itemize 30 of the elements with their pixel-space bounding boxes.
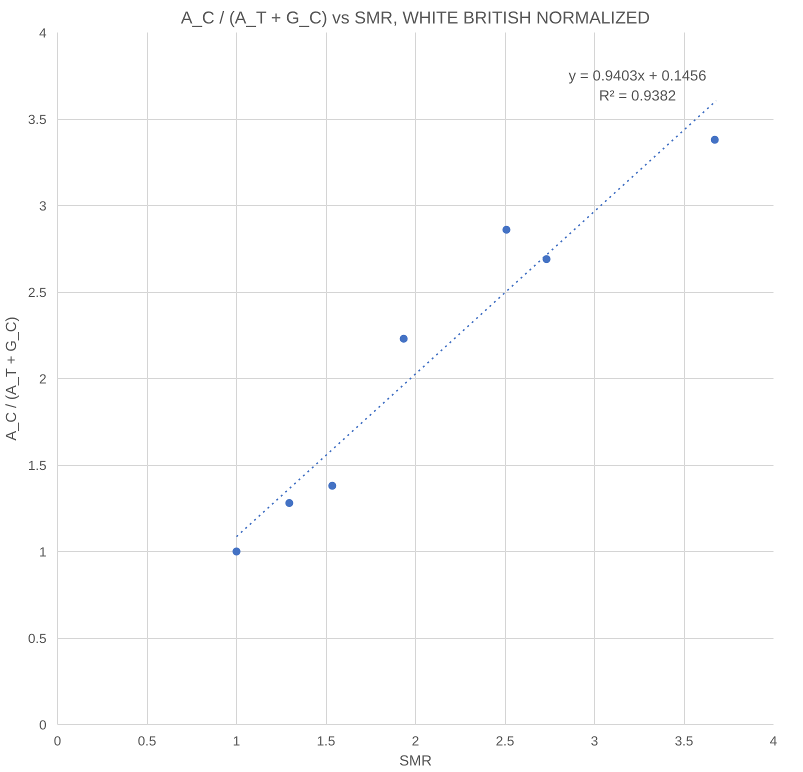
y-axis-title: A_C / (A_T + G_C) — [4, 316, 20, 441]
point — [542, 255, 551, 264]
x-tick-label: 2 — [412, 734, 420, 748]
x-tick-label: 2.5 — [496, 734, 514, 748]
point — [328, 482, 336, 490]
x-tick-label: 4 — [770, 734, 778, 748]
y-tick-label: 2 — [39, 372, 47, 386]
chart-title: A_C / (A_T + G_C) vs SMR, WHITE BRITISH NORMALIZED — [180, 8, 650, 28]
y-tick-label: 3.5 — [28, 112, 47, 127]
y-tick-label: 0 — [39, 718, 47, 732]
y-tick-label: 3 — [39, 198, 47, 214]
y-tick-label: 0.5 — [28, 631, 47, 646]
x-tick-label: 3.5 — [674, 734, 694, 748]
x-tick-label: 0.5 — [138, 734, 156, 748]
annotation: y = 0.9403x + 0.1456 — [568, 68, 706, 84]
x-tick-label: 1 — [232, 734, 240, 748]
point — [232, 548, 240, 556]
y-tick-label: 4 — [39, 26, 48, 40]
x-axis-title: SMR — [399, 754, 432, 770]
point — [502, 226, 510, 234]
y-tick-label: 1.5 — [28, 458, 47, 473]
x-tick-label: 3 — [590, 734, 598, 748]
x-tick-label: 0 — [54, 734, 62, 748]
point — [710, 136, 719, 144]
point — [285, 499, 294, 508]
y-tick-label: 2.5 — [28, 285, 47, 300]
point — [400, 334, 408, 343]
y-tick-label: 1 — [39, 544, 47, 560]
x-tick-label: 1.5 — [316, 734, 336, 748]
annotation: R² = 0.9382 — [599, 88, 676, 104]
